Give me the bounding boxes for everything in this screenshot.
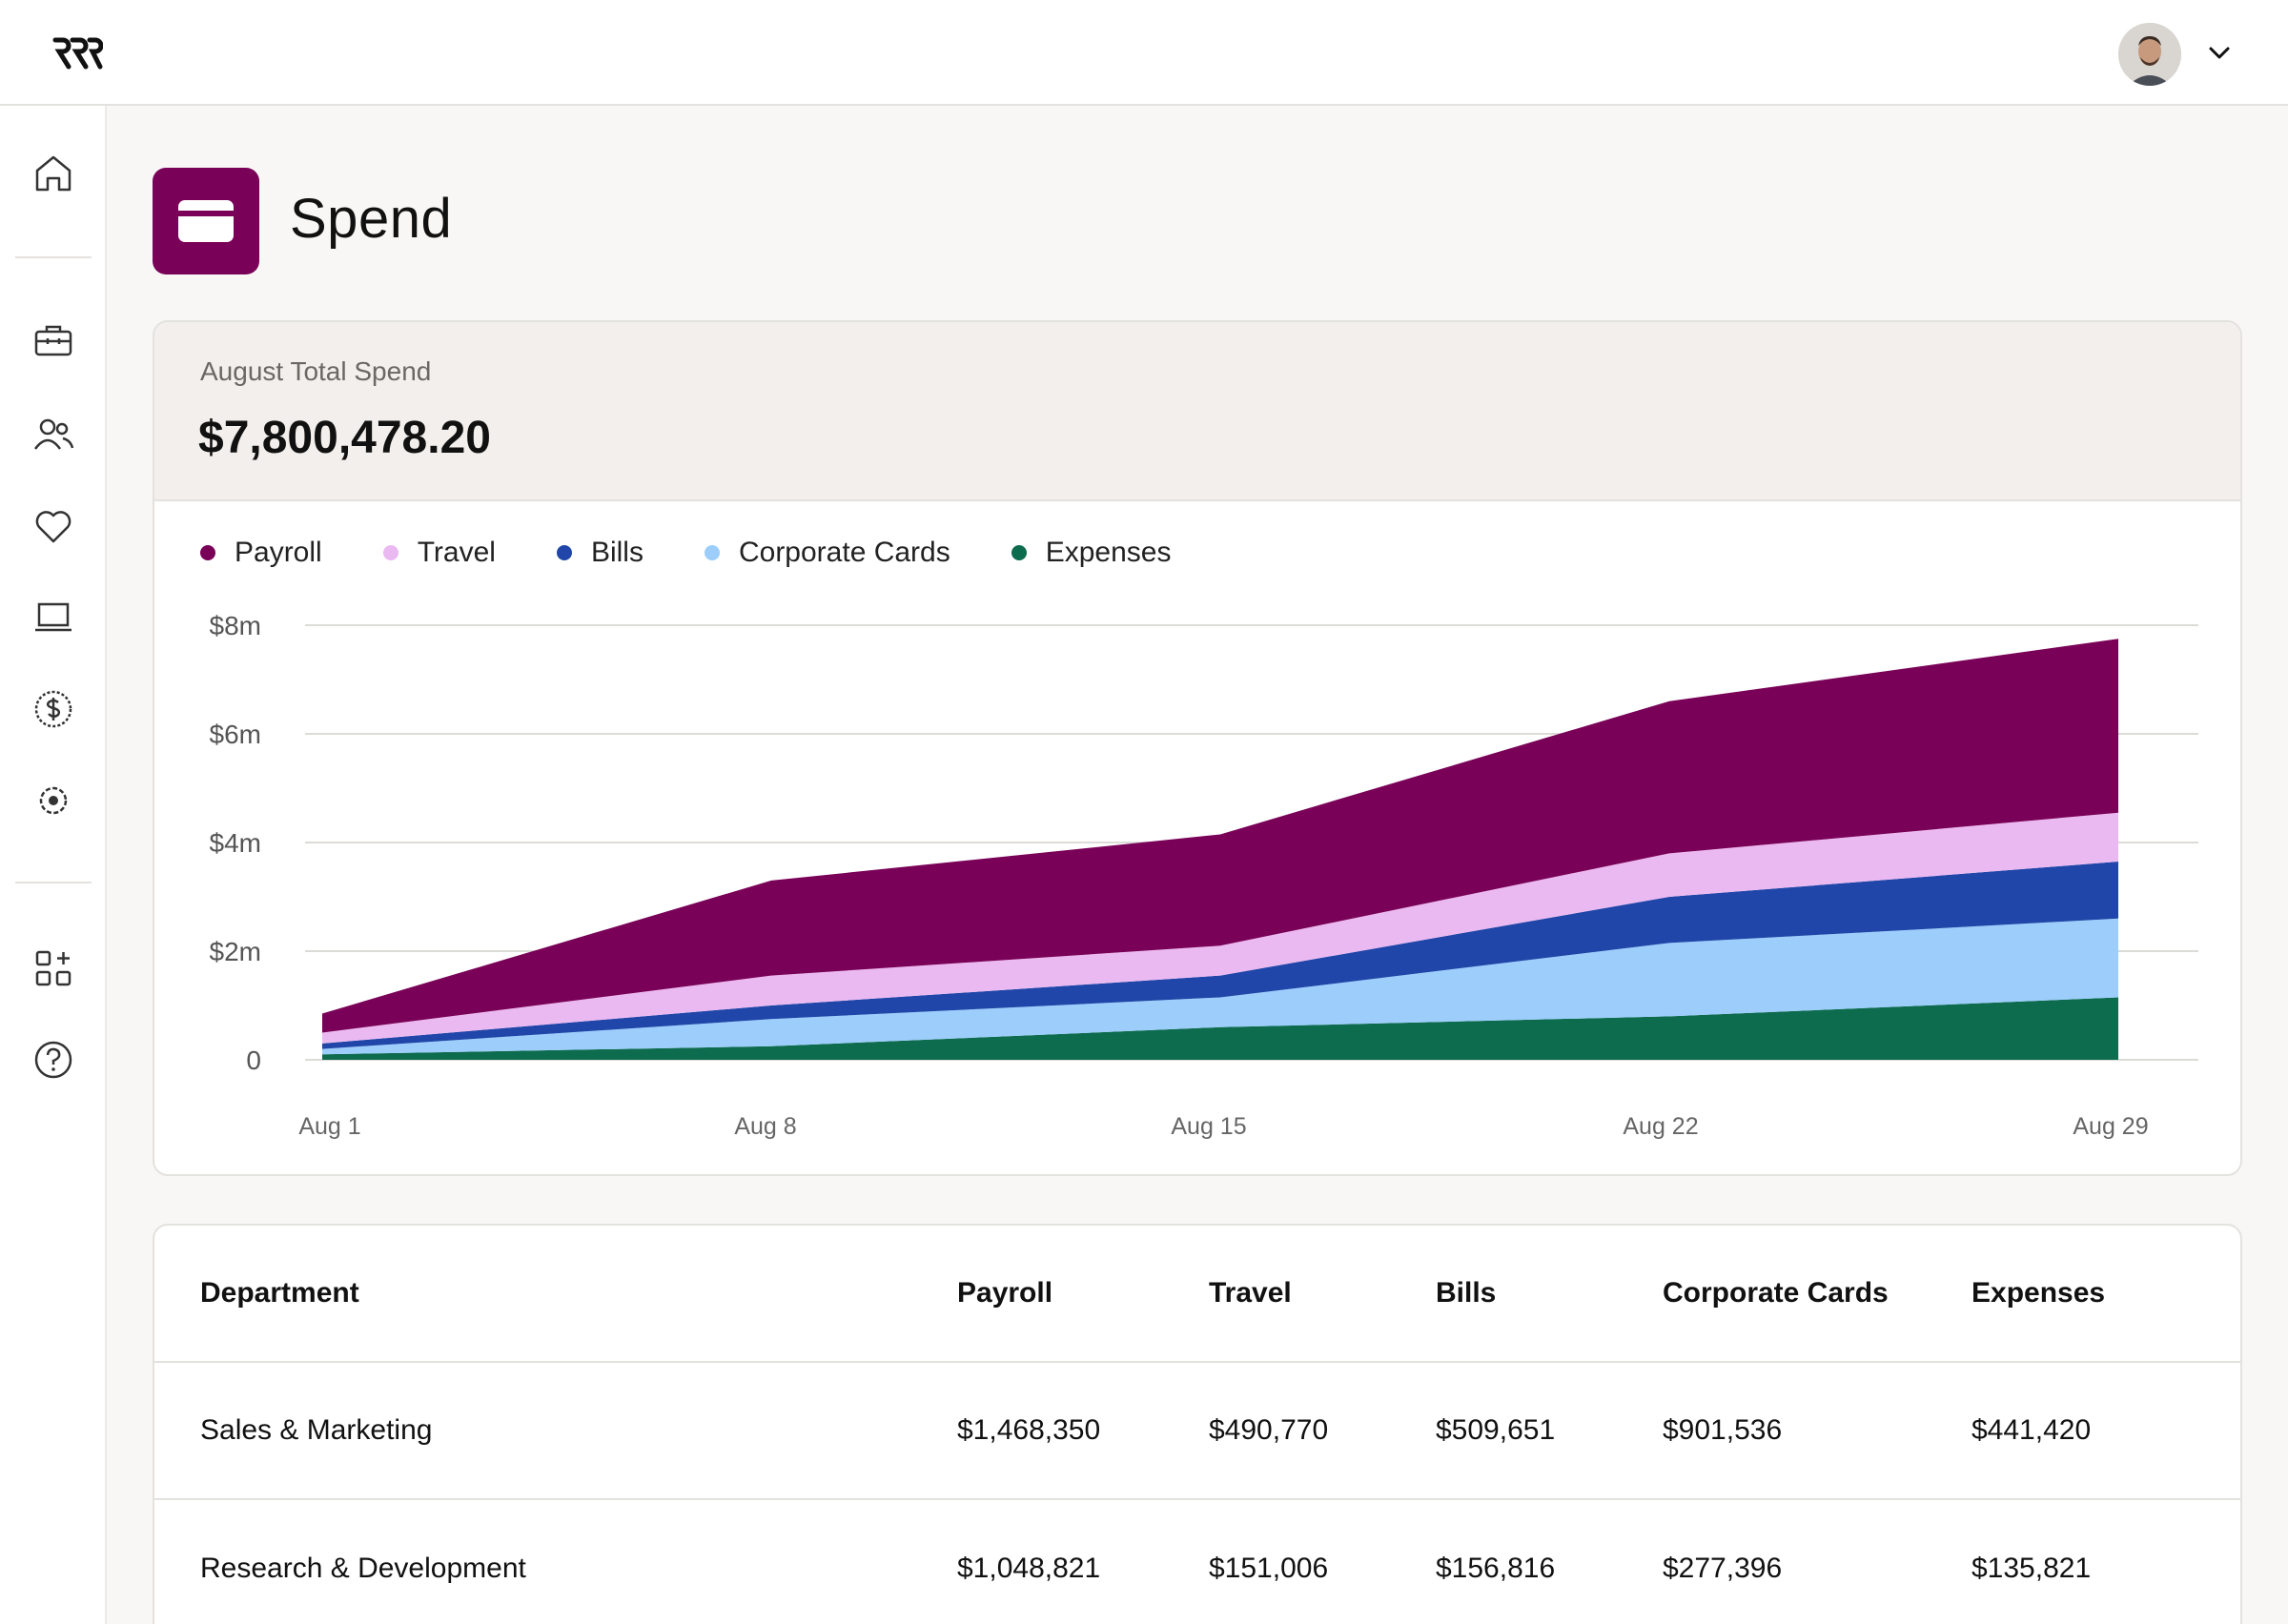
total-spend-value: $7,800,478.20 (198, 413, 491, 463)
sidebar (0, 106, 107, 1624)
briefcase-icon[interactable] (31, 319, 75, 363)
legend-dot (1011, 545, 1027, 560)
chart-legend: Payroll Travel Bills Corporate Cards Exp… (200, 534, 1232, 572)
column-header[interactable]: Bills (1436, 1277, 1497, 1309)
legend-dot (200, 545, 215, 560)
table-row[interactable]: Research & Development $1,048,821 $151,0… (154, 1500, 2240, 1624)
gear-icon[interactable] (31, 779, 75, 822)
column-header[interactable]: Travel (1209, 1277, 1292, 1309)
x-tick-label: Aug 1 (298, 1113, 360, 1140)
table-row[interactable]: Sales & Marketing $1,468,350 $490,770 $5… (154, 1363, 2240, 1500)
legend-item-travel[interactable]: Travel (382, 537, 496, 569)
sidebar-divider (15, 882, 92, 883)
laptop-icon[interactable] (31, 596, 75, 639)
legend-label: Bills (590, 537, 644, 568)
legend-item-bills[interactable]: Bills (556, 537, 644, 569)
legend-label: Expenses (1045, 537, 1172, 568)
legend-dot (382, 545, 398, 560)
credit-card-icon (153, 168, 259, 274)
column-header[interactable]: Expenses (1971, 1277, 2106, 1309)
x-tick-label: Aug 8 (734, 1113, 796, 1140)
table-cell: Research & Development (200, 1553, 526, 1584)
x-tick-label: Aug 22 (1623, 1113, 1698, 1140)
dollar-circle-icon[interactable] (31, 687, 75, 731)
table-cell: $490,770 (1209, 1414, 1329, 1446)
page-title: Spend (290, 188, 453, 250)
x-tick-label: Aug 15 (1171, 1113, 1246, 1140)
y-tick-label: $6m (210, 720, 261, 749)
heart-icon[interactable] (31, 504, 75, 548)
legend-label: Payroll (235, 537, 322, 568)
table-cell: $509,651 (1436, 1414, 1556, 1446)
area-series-corporate-cards[interactable] (322, 918, 2118, 1055)
legend-item-corporate-cards[interactable]: Corporate Cards (704, 537, 950, 569)
legend-dot (556, 545, 572, 560)
table-cell: $441,420 (1971, 1414, 2092, 1446)
table-cell: $156,816 (1436, 1553, 1556, 1584)
table-cell: $277,396 (1663, 1553, 1783, 1584)
legend-item-expenses[interactable]: Expenses (1011, 537, 1172, 569)
x-tick-label: Aug 29 (2073, 1113, 2148, 1140)
spend-chart-card: August Total Spend $7,800,478.20 Payroll… (153, 320, 2242, 1176)
legend-item-payroll[interactable]: Payroll (200, 537, 322, 569)
table-cell: $1,468,350 (957, 1414, 1101, 1446)
table-header-row: Department Payroll Travel Bills Corporat… (154, 1226, 2240, 1363)
y-tick-label: 0 (246, 1045, 261, 1075)
stacked-area-chart: 0 $2m $4m $6m $8m Aug 1 Aug 8 Aug 15 Aug 22 Aug 2… (210, 611, 2198, 1140)
table-cell: $135,821 (1971, 1553, 2092, 1584)
table-cell: $1,048,821 (957, 1553, 1101, 1584)
area-series-bills[interactable] (322, 862, 2118, 1049)
legend-label: Travel (417, 537, 496, 568)
legend-dot (704, 545, 720, 560)
column-header[interactable]: Payroll (957, 1277, 1053, 1309)
area-series-payroll[interactable] (322, 639, 2118, 1033)
summary-header: August Total Spend $7,800,478.20 (154, 322, 2240, 501)
apps-add-icon[interactable] (31, 946, 75, 990)
table-cell: $151,006 (1209, 1553, 1329, 1584)
area-series-expenses[interactable] (322, 997, 2118, 1061)
sidebar-divider (15, 256, 92, 258)
table-cell: Sales & Marketing (200, 1414, 433, 1446)
column-header[interactable]: Department (200, 1277, 359, 1309)
people-icon[interactable] (31, 413, 75, 457)
area-series-travel[interactable] (322, 812, 2118, 1044)
home-icon[interactable] (31, 152, 75, 195)
legend-label: Corporate Cards (738, 537, 950, 568)
y-tick-label: $4m (210, 828, 261, 858)
table-cell: $901,536 (1663, 1414, 1783, 1446)
top-bar (0, 0, 2288, 106)
help-icon[interactable] (31, 1038, 75, 1082)
total-spend-label: August Total Spend (200, 356, 432, 386)
brand-logo-icon[interactable] (51, 34, 103, 72)
y-tick-label: $2m (210, 937, 261, 966)
y-tick-label: $8m (210, 611, 261, 640)
column-header[interactable]: Corporate Cards (1663, 1277, 1889, 1309)
department-spend-table: Department Payroll Travel Bills Corporat… (153, 1224, 2242, 1624)
user-avatar-icon[interactable] (2118, 23, 2181, 86)
chevron-down-icon[interactable] (2206, 42, 2233, 65)
